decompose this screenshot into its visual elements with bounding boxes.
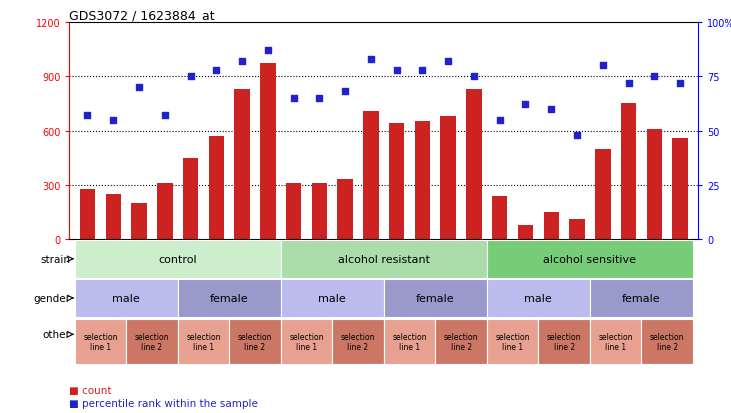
- Point: [571, 132, 583, 139]
- Bar: [338, 180, 353, 240]
- Bar: [281, 319, 333, 365]
- Bar: [590, 280, 693, 317]
- Text: strain: strain: [40, 254, 70, 264]
- Bar: [673, 138, 688, 240]
- Point: [417, 67, 428, 74]
- Point: [442, 59, 454, 65]
- Bar: [414, 122, 430, 240]
- Bar: [569, 220, 585, 240]
- Bar: [311, 184, 327, 240]
- Bar: [126, 319, 178, 365]
- Bar: [363, 112, 379, 240]
- Point: [107, 117, 119, 123]
- Bar: [544, 213, 559, 240]
- Bar: [466, 90, 482, 240]
- Text: selection
line 1: selection line 1: [599, 332, 633, 351]
- Bar: [178, 280, 281, 317]
- Bar: [487, 319, 538, 365]
- Bar: [178, 319, 230, 365]
- Text: gender: gender: [33, 293, 70, 303]
- Text: selection
line 2: selection line 2: [650, 332, 684, 351]
- Text: GDS3072 / 1623884_at: GDS3072 / 1623884_at: [69, 9, 215, 21]
- Point: [236, 59, 248, 65]
- Bar: [105, 195, 121, 240]
- Point: [211, 67, 222, 74]
- Point: [391, 67, 403, 74]
- Bar: [538, 319, 590, 365]
- Bar: [75, 280, 178, 317]
- Point: [82, 113, 94, 119]
- Point: [365, 56, 376, 63]
- Point: [339, 89, 351, 95]
- Bar: [281, 240, 487, 278]
- Bar: [641, 319, 693, 365]
- Bar: [132, 204, 147, 240]
- Point: [545, 106, 557, 113]
- Text: female: female: [622, 293, 661, 303]
- Bar: [595, 149, 610, 240]
- Text: male: male: [524, 293, 552, 303]
- Point: [159, 113, 170, 119]
- Text: selection
line 2: selection line 2: [238, 332, 272, 351]
- Bar: [435, 319, 487, 365]
- Text: alcohol sensitive: alcohol sensitive: [543, 254, 637, 264]
- Text: other: other: [42, 330, 70, 339]
- Text: ■ count: ■ count: [69, 385, 112, 395]
- Text: selection
line 1: selection line 1: [496, 332, 530, 351]
- Point: [314, 95, 325, 102]
- Text: alcohol resistant: alcohol resistant: [338, 254, 430, 264]
- Point: [674, 80, 686, 87]
- Bar: [384, 280, 487, 317]
- Bar: [75, 240, 281, 278]
- Bar: [389, 124, 404, 240]
- Bar: [518, 225, 533, 240]
- Text: male: male: [319, 293, 346, 303]
- Bar: [647, 129, 662, 240]
- Bar: [230, 319, 281, 365]
- Point: [520, 102, 531, 109]
- Bar: [208, 137, 224, 240]
- Point: [648, 74, 660, 80]
- Text: selection
line 2: selection line 2: [444, 332, 478, 351]
- Bar: [75, 319, 126, 365]
- Text: selection
line 1: selection line 1: [186, 332, 221, 351]
- Text: selection
line 2: selection line 2: [341, 332, 375, 351]
- Point: [288, 95, 300, 102]
- Bar: [235, 90, 250, 240]
- Text: selection
line 2: selection line 2: [135, 332, 169, 351]
- Text: control: control: [159, 254, 197, 264]
- Bar: [487, 280, 590, 317]
- Bar: [286, 184, 301, 240]
- Point: [623, 80, 635, 87]
- Text: selection
line 1: selection line 1: [393, 332, 427, 351]
- Bar: [492, 196, 507, 240]
- Text: ■ percentile rank within the sample: ■ percentile rank within the sample: [69, 398, 258, 408]
- Text: female: female: [416, 293, 455, 303]
- Text: male: male: [113, 293, 140, 303]
- Point: [185, 74, 197, 80]
- Bar: [621, 104, 636, 240]
- Bar: [441, 117, 456, 240]
- Bar: [384, 319, 435, 365]
- Bar: [260, 64, 276, 240]
- Text: selection
line 1: selection line 1: [289, 332, 324, 351]
- Bar: [281, 280, 384, 317]
- Bar: [590, 319, 641, 365]
- Text: female: female: [210, 293, 249, 303]
- Point: [494, 117, 506, 123]
- Text: selection
line 2: selection line 2: [547, 332, 581, 351]
- Bar: [183, 158, 198, 240]
- Point: [468, 74, 480, 80]
- Point: [597, 63, 609, 69]
- Point: [262, 47, 273, 54]
- Text: selection
line 1: selection line 1: [83, 332, 118, 351]
- Bar: [157, 184, 173, 240]
- Point: [133, 85, 145, 91]
- Bar: [487, 240, 693, 278]
- Bar: [333, 319, 384, 365]
- Bar: [80, 189, 95, 240]
